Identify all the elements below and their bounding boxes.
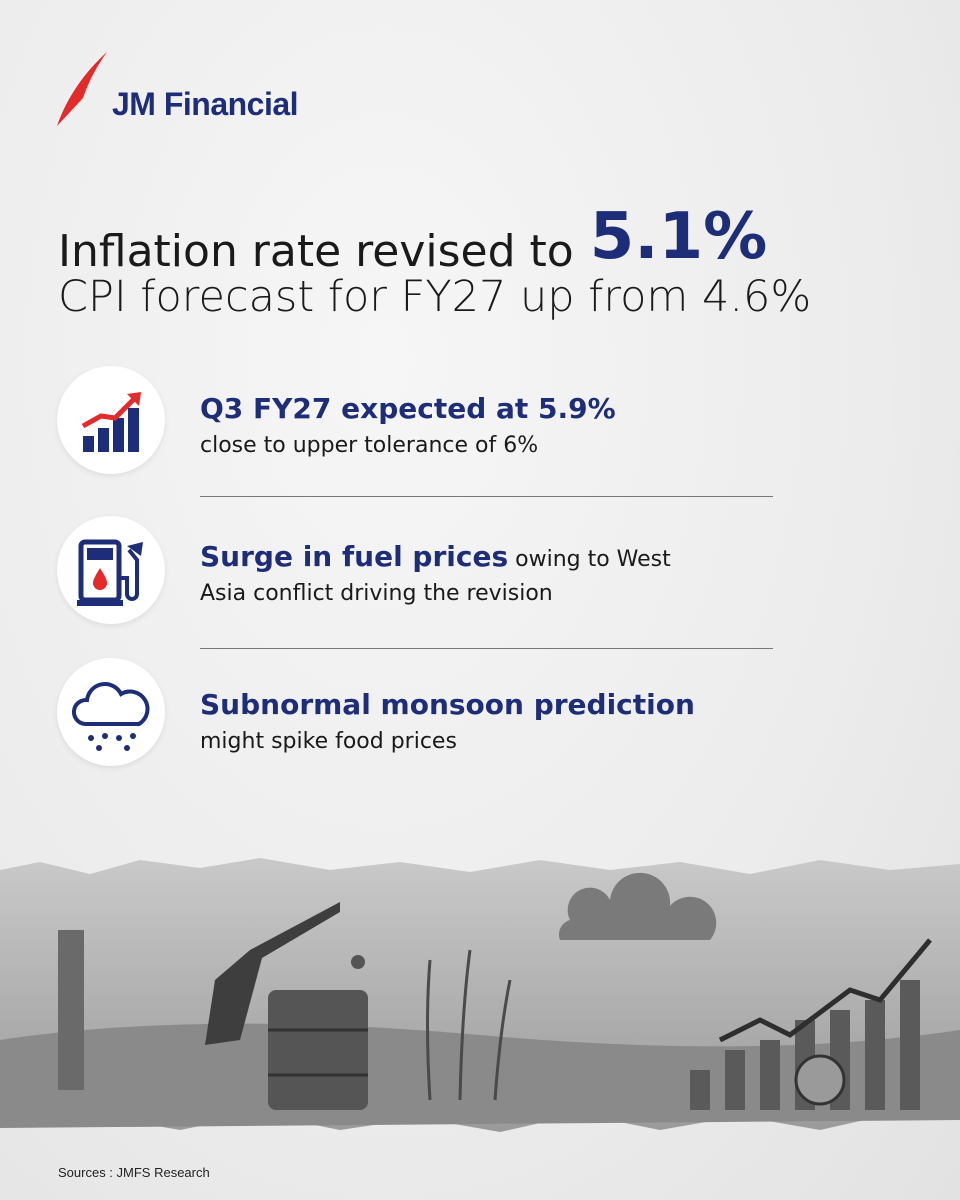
- item-title: Subnormal monsoon prediction: [200, 688, 695, 721]
- fuel-icon: [77, 539, 143, 606]
- item-title: Surge in fuel prices: [200, 540, 509, 573]
- logo-text: JM Financial: [112, 86, 299, 122]
- sources: Sources : JMFS Research: [58, 1165, 210, 1180]
- growth-icon: [81, 392, 141, 452]
- icon-circle: [57, 658, 165, 766]
- headline-lead: Inflation rate revised to: [58, 226, 574, 277]
- icon-circle: [57, 366, 165, 474]
- headline-highlight: 5.1%: [589, 200, 768, 274]
- icon-circle: [57, 516, 165, 624]
- item: Q3 FY27 expected at 5.9% close to upper t…: [200, 392, 720, 463]
- divider: [200, 648, 773, 649]
- item-text: owing to West Asia conflict driving the …: [200, 547, 671, 606]
- logo-mark: [57, 52, 107, 126]
- illustration: [0, 858, 960, 1132]
- item: Surge in fuel prices owing to West Asia …: [200, 540, 700, 611]
- rain-icon: [72, 682, 150, 751]
- item: Subnormal monsoon prediction might spike …: [200, 688, 720, 759]
- headline: Inflation rate revised to 5.1%: [58, 200, 767, 282]
- item-text: might spike food prices: [200, 729, 457, 754]
- item-title: Q3 FY27 expected at 5.9%: [200, 392, 616, 425]
- item-text: close to upper tolerance of 6%: [200, 433, 539, 458]
- divider: [200, 496, 773, 497]
- subheadline: CPI forecast for FY27 up from 4.6%: [58, 272, 812, 322]
